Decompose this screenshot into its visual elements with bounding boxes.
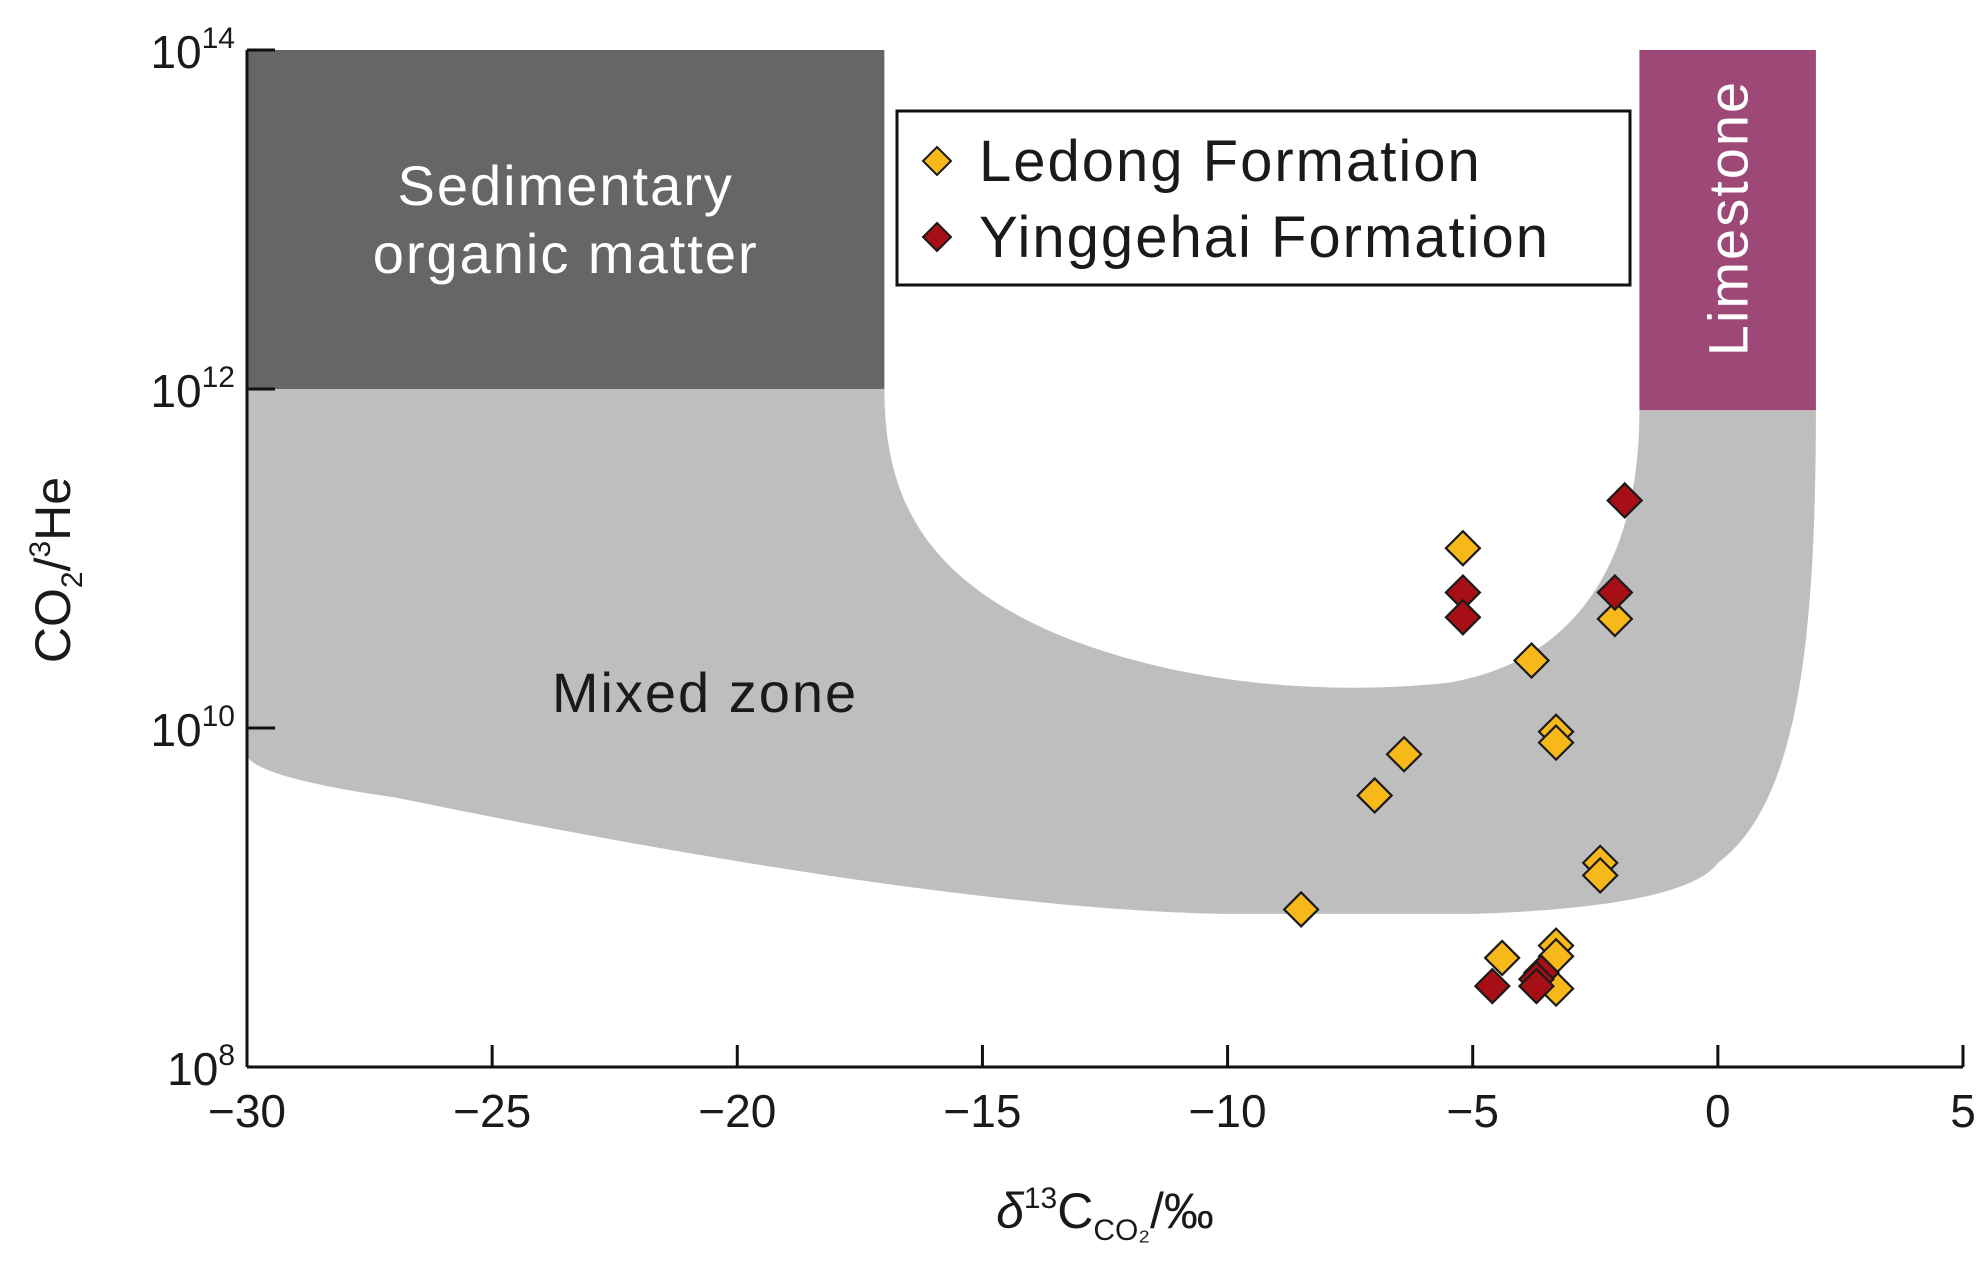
legend-marker bbox=[921, 221, 953, 253]
region-label-mixed-zone: Mixed zone bbox=[552, 661, 858, 724]
legend-box bbox=[895, 109, 1632, 287]
data-point bbox=[1385, 735, 1423, 773]
data-point bbox=[1596, 573, 1634, 612]
y-tick-label: 1014 bbox=[150, 22, 235, 78]
axes bbox=[245, 48, 1965, 1069]
legend: Ledong Formation Yinggehai Formation bbox=[895, 109, 1632, 287]
data-point bbox=[1356, 776, 1394, 815]
axis-labels: −30 −25 −20 −15 −10 −5 0 5 108 1010 1012 1014 δ13CCO… bbox=[24, 22, 1976, 1247]
data-point bbox=[1537, 724, 1575, 762]
x-tick-label: −15 bbox=[943, 1085, 1021, 1137]
y-tick-label: 1010 bbox=[150, 700, 235, 756]
legend-label: Ledong Formation bbox=[979, 129, 1482, 194]
data-point bbox=[1606, 481, 1644, 520]
x-tick-label: −25 bbox=[453, 1085, 531, 1137]
legend-marker bbox=[921, 145, 953, 177]
data-points bbox=[1282, 481, 1644, 1008]
data-point bbox=[1581, 856, 1619, 894]
series-yinggehai-formation bbox=[1444, 481, 1644, 1005]
region-mixed-zone bbox=[247, 389, 1816, 914]
x-tick-label: −20 bbox=[698, 1085, 776, 1137]
x-tick-label: 5 bbox=[1950, 1085, 1976, 1137]
regions-layer: Sedimentary organic matter Limestone Mixed … bbox=[247, 50, 1816, 914]
region-label-sedimentary: Sedimentary organic matter bbox=[373, 154, 759, 285]
data-point bbox=[1512, 641, 1551, 680]
data-point bbox=[1282, 890, 1320, 929]
data-point bbox=[1483, 939, 1521, 977]
data-point bbox=[1444, 529, 1482, 567]
x-axis-title: δ13CCO₂/‰ bbox=[996, 1182, 1214, 1247]
legend-label: Yinggehai Formation bbox=[979, 205, 1550, 270]
region-limestone bbox=[1639, 50, 1816, 411]
x-tick-label: −10 bbox=[1189, 1085, 1267, 1137]
data-point bbox=[1596, 600, 1634, 638]
region-label-limestone: Limestone bbox=[1697, 80, 1760, 356]
y-tick-label: 1012 bbox=[150, 361, 235, 417]
x-tick-label: 0 bbox=[1705, 1085, 1731, 1137]
region-sedimentary-organic-matter bbox=[247, 50, 885, 389]
x-tick-label: −5 bbox=[1446, 1085, 1498, 1137]
x-tick-label: −30 bbox=[208, 1085, 286, 1137]
data-point bbox=[1444, 598, 1482, 636]
y-tick-label: 108 bbox=[167, 1039, 235, 1095]
y-axis-title: CO2/3He bbox=[24, 477, 89, 663]
data-point bbox=[1517, 967, 1556, 1005]
data-point bbox=[1473, 967, 1511, 1005]
